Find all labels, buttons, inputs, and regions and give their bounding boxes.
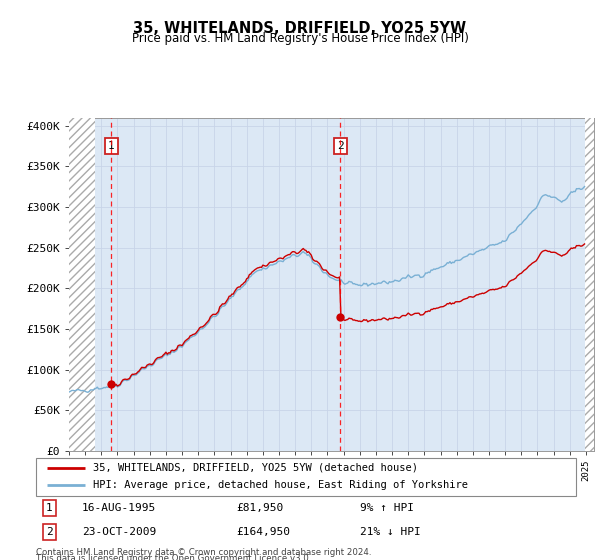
Text: 1: 1 (108, 141, 115, 151)
Text: Price paid vs. HM Land Registry's House Price Index (HPI): Price paid vs. HM Land Registry's House … (131, 32, 469, 45)
Bar (69, 118, 95, 451)
Text: 2: 2 (46, 527, 53, 537)
Text: £164,950: £164,950 (236, 527, 290, 537)
Text: 1: 1 (46, 503, 53, 513)
Text: 35, WHITELANDS, DRIFFIELD, YO25 5YW: 35, WHITELANDS, DRIFFIELD, YO25 5YW (133, 21, 467, 36)
Text: 23-OCT-2009: 23-OCT-2009 (82, 527, 156, 537)
Bar (584, 118, 595, 451)
Text: This data is licensed under the Open Government Licence v3.0.: This data is licensed under the Open Gov… (36, 554, 311, 560)
Text: 9% ↑ HPI: 9% ↑ HPI (360, 503, 414, 513)
Text: 2: 2 (337, 141, 344, 151)
Text: HPI: Average price, detached house, East Riding of Yorkshire: HPI: Average price, detached house, East… (92, 480, 468, 491)
Text: £81,950: £81,950 (236, 503, 283, 513)
Text: 35, WHITELANDS, DRIFFIELD, YO25 5YW (detached house): 35, WHITELANDS, DRIFFIELD, YO25 5YW (det… (92, 463, 418, 473)
Text: 21% ↓ HPI: 21% ↓ HPI (360, 527, 421, 537)
Text: Contains HM Land Registry data © Crown copyright and database right 2024.: Contains HM Land Registry data © Crown c… (36, 548, 371, 557)
Text: 16-AUG-1995: 16-AUG-1995 (82, 503, 156, 513)
